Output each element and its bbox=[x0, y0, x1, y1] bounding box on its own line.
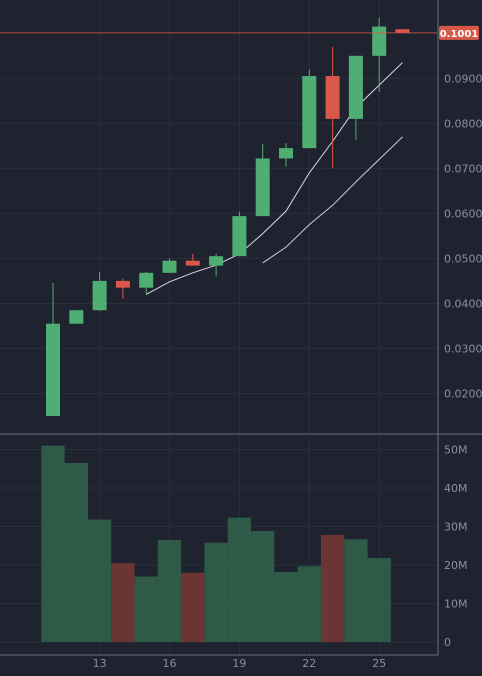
volume-bar bbox=[251, 531, 275, 642]
candle-body bbox=[302, 76, 317, 149]
candle-body bbox=[395, 29, 410, 33]
candle-body bbox=[348, 55, 363, 119]
volume-tick-label: 30M bbox=[444, 521, 468, 534]
moving-average-lines bbox=[145, 62, 403, 295]
volume-bars bbox=[41, 445, 391, 642]
volume-tick-label: 20M bbox=[444, 559, 468, 572]
price-tick-label: 0.0400 bbox=[444, 297, 482, 310]
volume-tick-label: 0 bbox=[444, 636, 451, 649]
volume-bar bbox=[134, 576, 158, 642]
date-tick-label: 19 bbox=[232, 657, 246, 670]
volume-bar bbox=[111, 563, 135, 642]
price-tick-label: 0.0500 bbox=[444, 252, 482, 265]
moving-average-line bbox=[262, 136, 403, 264]
candle-body bbox=[255, 158, 270, 217]
volume-bar bbox=[367, 558, 391, 642]
volume-tick-label: 10M bbox=[444, 598, 468, 611]
axes bbox=[0, 0, 482, 656]
candles bbox=[46, 17, 410, 416]
price-tick-label: 0.0600 bbox=[444, 207, 482, 220]
candle-body bbox=[185, 260, 200, 266]
volume-tick-label: 40M bbox=[444, 482, 468, 495]
volume-bar bbox=[274, 571, 298, 642]
price-tick-label: 0.0200 bbox=[444, 387, 482, 400]
candle-body bbox=[372, 26, 387, 56]
volume-bar bbox=[344, 539, 368, 642]
date-tick-label: 22 bbox=[302, 657, 316, 670]
moving-average-line bbox=[145, 62, 403, 295]
candle-body bbox=[232, 216, 247, 257]
candle-body bbox=[162, 260, 177, 273]
price-tick-label: 0.0300 bbox=[444, 342, 482, 355]
last-price-line: 0.1001 bbox=[0, 25, 479, 40]
candle-body bbox=[46, 323, 60, 416]
candle-body bbox=[279, 148, 293, 159]
volume-bar bbox=[181, 572, 205, 642]
candle-body bbox=[69, 310, 84, 324]
candle-body bbox=[115, 280, 130, 288]
volume-axis-labels: 0 10M 20M 30M 40M 50M bbox=[444, 444, 468, 650]
last-price-tag bbox=[439, 25, 479, 40]
volume-bar bbox=[87, 519, 112, 642]
candle-body bbox=[325, 76, 340, 119]
price-tick-label: 0.0800 bbox=[444, 117, 482, 130]
last-price-label: 0.1001 bbox=[440, 29, 479, 40]
volume-bar bbox=[204, 542, 228, 642]
price-tick-label: 0.0900 bbox=[444, 72, 482, 85]
candle-body bbox=[139, 272, 154, 288]
date-tick-label: 16 bbox=[163, 657, 177, 670]
date-axis-labels: 13 16 19 22 25 bbox=[93, 657, 387, 670]
volume-tick-label: 50M bbox=[444, 444, 468, 457]
candle-body bbox=[209, 256, 224, 266]
price-axis-labels: 0.0200 0.0300 0.0400 0.0500 0.0600 0.0700 0.08… bbox=[444, 72, 482, 400]
volume-bar bbox=[157, 539, 182, 642]
volume-bar bbox=[297, 566, 321, 642]
volume-bar bbox=[320, 534, 345, 642]
volume-bar bbox=[41, 445, 65, 642]
volume-bar bbox=[227, 517, 252, 642]
price-tick-label: 0.0700 bbox=[444, 162, 482, 175]
candle-body bbox=[92, 280, 107, 311]
date-tick-label: 13 bbox=[93, 657, 107, 670]
date-tick-label: 25 bbox=[372, 657, 386, 670]
volume-bar bbox=[64, 462, 88, 642]
price-gridlines bbox=[0, 0, 438, 434]
